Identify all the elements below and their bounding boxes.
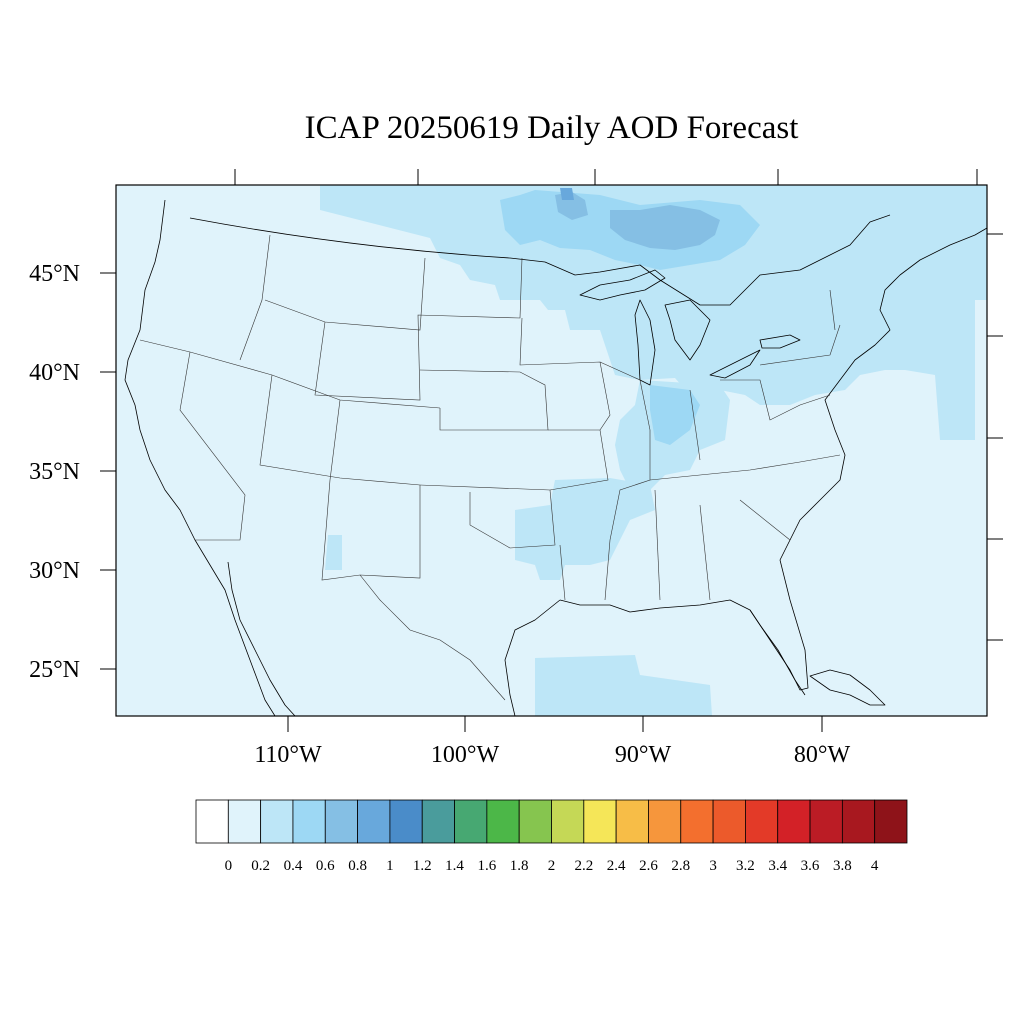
lon-label-100w: 100°W	[431, 742, 500, 768]
chart-title: ICAP 20250619 Daily AOD Forecast	[304, 110, 799, 146]
colorbar-swatch	[809, 799, 843, 844]
state-borders	[139, 234, 841, 701]
lon-label-80w: 80°W	[794, 742, 851, 768]
colorbar-swatch	[454, 799, 488, 844]
lon-label-110w: 110°W	[254, 742, 322, 768]
colorbar-swatch	[648, 799, 682, 844]
baja-coast	[227, 561, 296, 716]
colorbar-tick-label: 3.8	[833, 858, 852, 874]
colorbar-swatch	[195, 799, 229, 844]
colorbar-swatch	[518, 799, 552, 844]
colorbar-tick-label: 3.4	[768, 858, 787, 874]
colorbar-tick-label: 3.6	[801, 858, 820, 874]
cuba-outline	[809, 669, 886, 706]
colorbar-swatch	[777, 799, 811, 844]
colorbar-swatch	[324, 799, 358, 844]
colorbar: 0 0.2 0.4 0.6 0.8 1 1.2 1.4 1.6 1.8 2 2.2 2.4 2.6 2.8 3…	[195, 799, 908, 874]
colorbar-tick-label: 0.6	[316, 858, 335, 874]
aod-region-gulf	[535, 655, 712, 716]
colorbar-tick-label: 2.6	[639, 858, 658, 874]
colorbar-swatch	[551, 799, 585, 844]
aod-region-new-mexico	[325, 535, 342, 570]
colorbar-tick-label: 1.4	[445, 858, 464, 874]
colorbar-swatch	[486, 799, 520, 844]
lon-label-90w: 90°W	[615, 742, 672, 768]
colorbar-swatch	[841, 799, 876, 844]
colorbar-tick-label: 2.2	[574, 858, 593, 874]
aod-region-ontario-dark	[560, 188, 574, 200]
colorbar-tick-label: 2	[548, 858, 556, 874]
colorbar-tick-label: 3.2	[736, 858, 755, 874]
aod-layer	[320, 185, 987, 716]
aod-region-ontario-core	[610, 205, 720, 250]
aod-region-southern-plains	[515, 478, 655, 580]
colorbar-tick-label: 4	[871, 858, 879, 874]
lat-label-40n: 40°N	[29, 360, 80, 386]
lake-superior	[579, 269, 666, 301]
map-outlines	[124, 199, 987, 716]
colorbar-tick-label: 2.4	[607, 858, 626, 874]
lat-label-25n: 25°N	[29, 657, 80, 683]
colorbar-swatch	[874, 799, 908, 844]
colorbar-swatch	[583, 799, 617, 844]
colorbar-swatch	[260, 799, 294, 844]
colorbar-swatch	[389, 799, 423, 844]
lat-label-30n: 30°N	[29, 558, 80, 584]
axis-ticks	[100, 169, 1003, 732]
lat-label-35n: 35°N	[29, 459, 80, 485]
florida-outline	[749, 609, 806, 696]
atlantic-coast	[779, 227, 987, 561]
aod-region-northern	[320, 185, 987, 440]
colorbar-tick-label: 1.2	[413, 858, 432, 874]
lat-label-45n: 45°N	[29, 261, 80, 287]
colorbar-swatch	[421, 799, 455, 844]
colorbar-tick-label: 2.8	[671, 858, 690, 874]
lake-huron	[664, 299, 711, 361]
aod-region-new-england	[820, 285, 890, 360]
lake-michigan	[634, 299, 656, 386]
colorbar-tick-label: 1.8	[510, 858, 529, 874]
colorbar-swatch	[292, 799, 326, 844]
colorbar-swatch	[227, 799, 262, 844]
pacific-coast	[124, 199, 276, 716]
colorbar-swatch	[615, 799, 649, 844]
colorbar-tick-label: 0.4	[284, 858, 303, 874]
colorbar-tick-label: 0.2	[251, 858, 270, 874]
colorbar-tick-label: 0.8	[348, 858, 367, 874]
lake-ontario	[759, 334, 801, 349]
colorbar-tick-label: 3	[709, 858, 717, 874]
mexico-gulf-coast	[504, 599, 561, 716]
canada-border	[189, 214, 891, 306]
lake-erie	[709, 349, 761, 379]
aod-region-midwest-dark	[650, 385, 700, 445]
colorbar-tick-label: 0	[225, 858, 233, 874]
map-frame	[115, 184, 988, 717]
colorbar-tick-label: 1	[386, 858, 394, 874]
colorbar-swatch	[745, 799, 779, 844]
colorbar-swatch	[357, 799, 391, 844]
colorbar-swatch	[712, 799, 746, 844]
colorbar-tick-label: 1.6	[477, 858, 496, 874]
colorbar-swatch	[680, 799, 714, 844]
